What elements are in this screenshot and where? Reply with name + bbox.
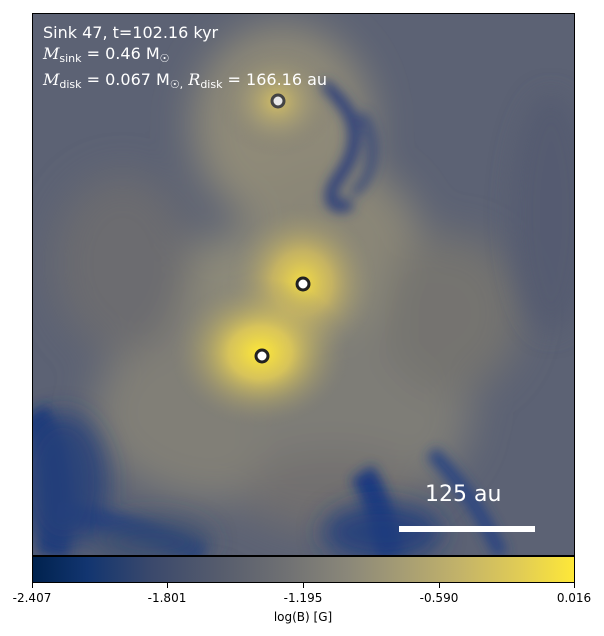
sink-info: Sink 47, t=102.16 kyr Msink = 0.46 M☉ Md… (43, 22, 327, 95)
colorbar-label: log(B) [G] (273, 610, 333, 624)
magnetic-field-map: Sink 47, t=102.16 kyr Msink = 0.46 M☉ Md… (32, 13, 575, 556)
scale-bar-label: 125 au (425, 482, 502, 507)
disk-props-label: Mdisk = 0.067 M☉, Rdisk = 166.16 au (43, 70, 328, 91)
sink-time-label: Sink 47, t=102.16 kyr (43, 23, 219, 42)
colorbar-tick (303, 583, 304, 588)
scale-bar (399, 526, 535, 532)
colorbar-tick (574, 583, 575, 588)
sink-mass-label: Msink = 0.46 M☉ (43, 44, 170, 65)
colorbar-tick-label: -0.590 (419, 591, 459, 605)
colorbar-tick (439, 583, 440, 588)
field-image (33, 14, 574, 555)
colorbar-tick-label: -2.407 (12, 591, 52, 605)
colorbar-tick-label: 0.016 (556, 591, 592, 605)
sink-marker (270, 93, 286, 109)
colorbar (32, 556, 575, 583)
colorbar-tick-label: -1.801 (147, 591, 187, 605)
colorbar-tick (32, 583, 33, 588)
colorbar-tick-label: -1.195 (283, 591, 323, 605)
sink-marker (254, 348, 270, 364)
colorbar-tick (167, 583, 168, 588)
sink-marker (295, 276, 311, 292)
